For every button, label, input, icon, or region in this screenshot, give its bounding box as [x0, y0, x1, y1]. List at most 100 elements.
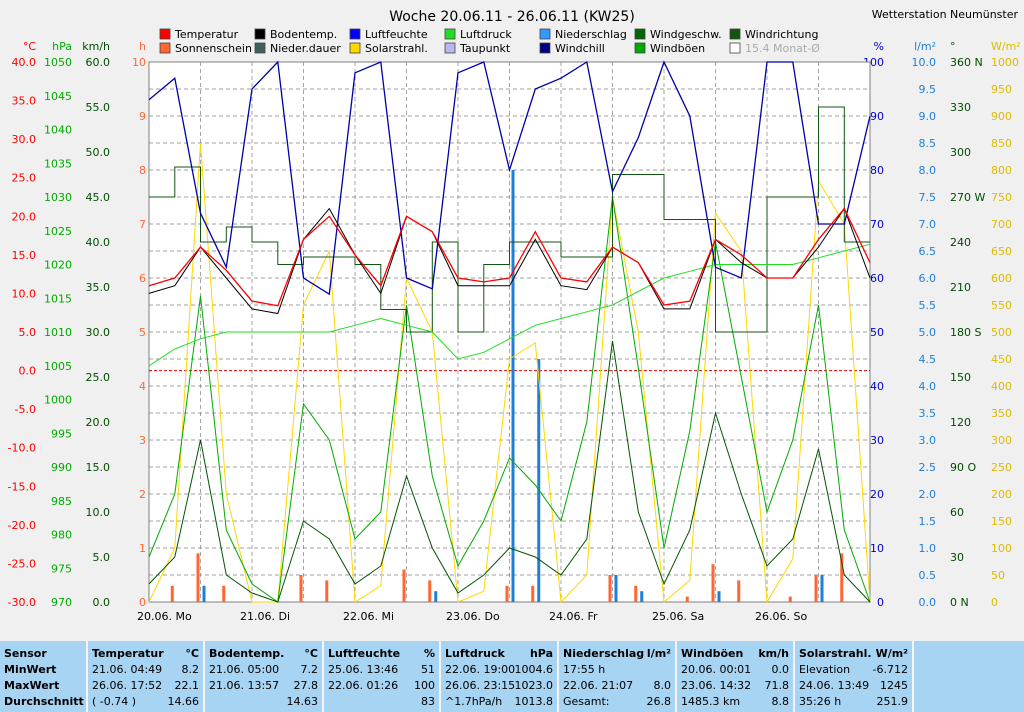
legend-swatch: [539, 28, 551, 40]
temp-axis-tick: 40.0: [12, 56, 37, 69]
sunshine-bar: [608, 575, 612, 602]
solar-axis-tick: 50: [991, 569, 1005, 582]
humidity-axis-tick: 40: [870, 380, 884, 393]
stats-label: Bodentemp.: [209, 647, 285, 660]
humidity-axis-tick: 70: [870, 218, 884, 231]
temp-axis-tick: 20.0: [12, 210, 37, 223]
sunshine-bar: [711, 564, 715, 602]
wind-direction-line: [149, 106, 870, 333]
humidity-line: [148, 60, 871, 296]
solar-axis-tick: 400: [991, 380, 1012, 393]
stats-row: Bodentemp. °C: [205, 646, 322, 662]
solar-axis-tick: 550: [991, 299, 1012, 312]
solar-axis-tick: 1000: [991, 56, 1019, 69]
direction-axis-tick: 90 O: [950, 461, 976, 474]
direction-axis-tick: 180 S: [950, 326, 981, 339]
humidity-axis-tick: 20: [870, 488, 884, 501]
rain-axis-tick: 1.0: [919, 542, 937, 555]
stats-row: 25.06. 13:46 51: [324, 662, 439, 678]
stats-column: Windböen km/h 20.06. 00:01 0.0 23.06. 14:32 7…: [677, 641, 795, 712]
direction-axis-tick: 120: [950, 416, 971, 429]
stats-row: Solarstrahl. W/m²: [795, 646, 912, 662]
legend-label: Windgeschw.: [650, 28, 722, 41]
rain-bar: [202, 585, 206, 602]
rain-axis-tick: 8.5: [919, 137, 937, 150]
stats-label: Luftfeuchte: [328, 647, 401, 660]
direction-axis-tick: 150: [950, 371, 971, 384]
stats-row: 26.06. 23:15 1023.0: [441, 678, 557, 694]
temp-axis-tick: 25.0: [12, 172, 37, 185]
rain-bar: [820, 575, 824, 602]
legend-swatch: [634, 28, 646, 40]
solar-axis-tick: 850: [991, 137, 1012, 150]
stats-value: -6.712: [872, 663, 908, 676]
x-axis-day-label: 20.06. Mo: [137, 610, 192, 623]
rain-axis-tick: 3.0: [919, 434, 937, 447]
stats-value: 27.8: [293, 679, 319, 692]
rain-axis-unit: l/m²: [914, 40, 936, 53]
humidity-axis-tick: 50: [870, 326, 884, 339]
solar-axis-tick: 950: [991, 83, 1012, 96]
legend-label: Bodentemp.: [270, 28, 337, 41]
sunshine-bar: [814, 575, 818, 602]
solar-axis-unit: W/m²: [991, 40, 1021, 53]
solar-axis-tick: 350: [991, 407, 1012, 420]
stats-label: ( -0.74 ): [92, 695, 137, 708]
temp-axis-tick: -5.0: [15, 403, 36, 416]
line-series: [148, 60, 871, 604]
legend-swatch: [634, 42, 646, 54]
stats-column: Temperatur °C 21.06. 04:49 8.2 26.06. 17:52 2…: [88, 641, 205, 712]
maxwert-label: MaxWert: [4, 679, 60, 692]
rain-axis-tick: 2.5: [919, 461, 937, 474]
legend-label: Windchill: [555, 42, 605, 55]
pressure-axis-tick: 1000: [44, 394, 72, 407]
hours-axis-tick: 5: [139, 326, 146, 339]
pressure-axis-tick: 1020: [44, 259, 72, 272]
stats-header-column: Sensor MinWert MaxWert Durchschnitt: [0, 641, 88, 712]
hours-axis-tick: 9: [139, 110, 146, 123]
legend-swatch: [254, 28, 266, 40]
stats-column: Bodentemp. °C 21.06. 05:00 7.2 21.06. 13:57 2…: [205, 641, 324, 712]
temp-axis-tick: -15.0: [8, 480, 36, 493]
stats-value: km/h: [758, 647, 789, 660]
solar-axis-tick: 500: [991, 326, 1012, 339]
pressure-axis-tick: 990: [51, 461, 72, 474]
stats-row: Niederschlag l/m²: [559, 646, 675, 662]
hours-axis-tick: 6: [139, 272, 146, 285]
weather-chart: Woche 20.06.11 - 26.06.11 (KW25) Wetters…: [7, 8, 1021, 623]
stats-label: Temperatur: [92, 647, 164, 660]
wind-axis-tick: 25.0: [86, 371, 111, 384]
wind-axis-tick: 45.0: [86, 191, 111, 204]
direction-axis-tick: 60: [950, 506, 964, 519]
stats-value: l/m²: [646, 647, 671, 660]
sunshine-bar: [299, 575, 303, 602]
pressure-axis-tick: 1010: [44, 326, 72, 339]
temp-axis-tick: -25.0: [8, 557, 36, 570]
direction-axis-tick: 0 N: [950, 596, 969, 609]
stats-label: Luftdruck: [445, 647, 505, 660]
stats-value: 1013.8: [514, 695, 554, 708]
legend-label: Windböen: [650, 42, 705, 55]
stats-label: 23.06. 14:32: [681, 679, 752, 692]
rain-axis-tick: 5.0: [919, 326, 937, 339]
pressure-axis-tick: 1005: [44, 360, 72, 373]
temp-axis-tick: 0.0: [19, 365, 37, 378]
temp-axis-tick: 15.0: [12, 249, 37, 262]
stats-label: 17:55 h: [563, 663, 606, 676]
sunshine-bar: [402, 569, 406, 602]
stats-value: 8.0: [653, 679, 672, 692]
direction-axis-tick: 210: [950, 281, 971, 294]
legend-swatch: [539, 42, 551, 54]
stats-label: 35:26 h: [799, 695, 842, 708]
legend-label: Nieder.dauer: [270, 42, 341, 55]
stats-row: Luftfeuchte%: [324, 646, 439, 662]
solar-axis-tick: 250: [991, 461, 1012, 474]
stats-row: 21.06. 04:49 8.2: [88, 662, 203, 678]
pressure-axis-tick: 980: [51, 529, 72, 542]
stats-row: Temperatur °C: [88, 646, 203, 662]
rain-axis-tick: 9.0: [919, 110, 937, 123]
solar-axis-tick: 900: [991, 110, 1012, 123]
temp-axis-tick: 35.0: [12, 95, 37, 108]
sunshine-bar: [737, 580, 741, 602]
